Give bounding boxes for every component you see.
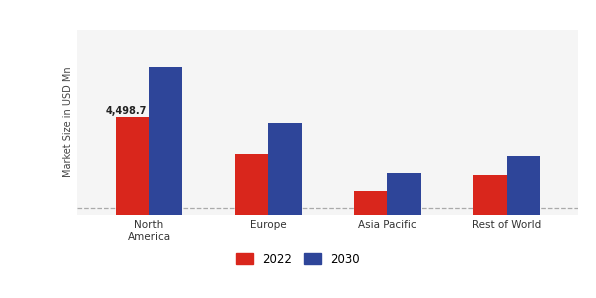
Bar (354, 191, 387, 215)
Bar (116, 117, 149, 215)
Bar (235, 154, 268, 215)
Bar (473, 176, 507, 215)
Bar (387, 173, 421, 215)
Bar (507, 156, 540, 215)
Legend: 2022, 2030: 2022, 2030 (233, 249, 363, 269)
Y-axis label: Market Size in USD Mn: Market Size in USD Mn (63, 67, 73, 178)
Bar (268, 123, 302, 215)
Text: 4,498.7: 4,498.7 (106, 106, 147, 116)
Bar (149, 67, 182, 215)
